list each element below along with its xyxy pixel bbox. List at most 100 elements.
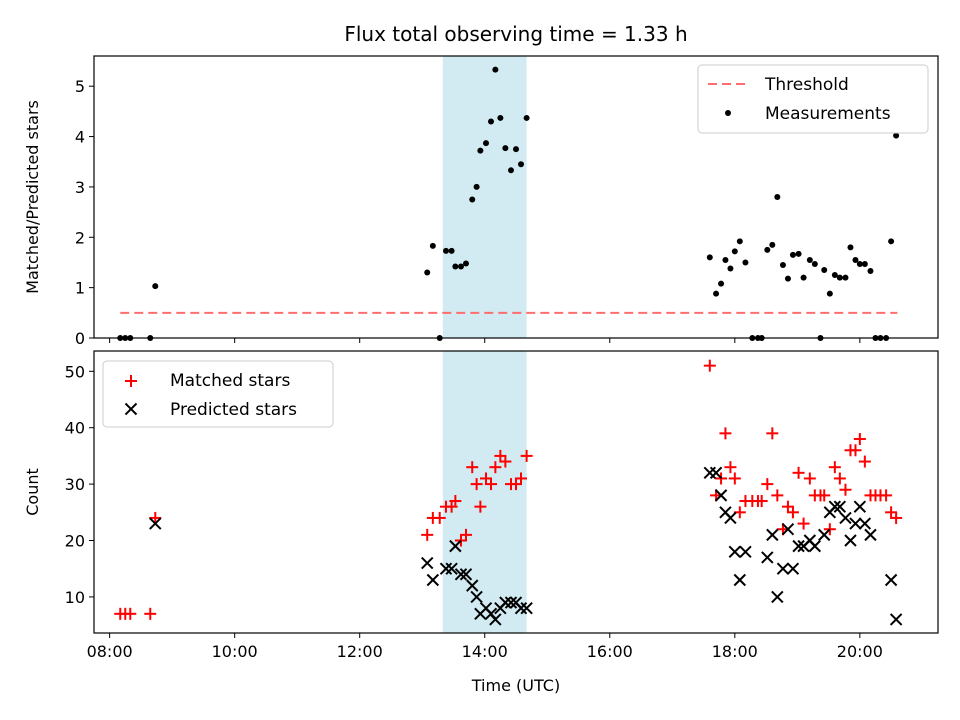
predicted-star-point <box>889 613 903 626</box>
predicted-star-point <box>844 534 857 547</box>
predicted-star-point <box>771 590 784 604</box>
predicted-star-point <box>439 562 453 575</box>
matched-star-point <box>858 455 871 468</box>
measurement-point <box>731 248 738 255</box>
measurement-point <box>452 263 459 270</box>
measurement-point <box>811 260 818 267</box>
measurement-point <box>722 256 729 263</box>
predicted-star-point <box>733 573 747 587</box>
predicted-star-point <box>421 556 434 570</box>
matched-star-point <box>755 495 768 508</box>
measurement-point <box>764 246 771 253</box>
predicted-star-point <box>489 613 502 626</box>
observing-window-span <box>442 351 527 633</box>
matched-star-point <box>766 427 779 440</box>
legend-matched-label: Matched stars <box>170 371 290 391</box>
measurement-point <box>779 261 786 268</box>
matched-star-point <box>459 528 472 541</box>
matched-star-point <box>510 478 522 491</box>
matched-star-point <box>484 478 497 491</box>
measurement-point <box>888 238 895 245</box>
x-tick-label: 08:00 <box>87 642 133 661</box>
measurement-point <box>800 274 807 281</box>
legend: Threshold Measurements <box>697 64 929 134</box>
matched-star-point <box>797 517 810 530</box>
matched-star-point <box>433 511 446 524</box>
matched-star-point <box>818 489 831 502</box>
matched-star-point <box>880 489 893 502</box>
legend-measurements-label: Measurements <box>765 104 891 124</box>
predicted-star-point <box>709 466 723 480</box>
measurement-point <box>429 242 436 249</box>
y-axis-label: Matched/Predicted stars <box>23 100 42 294</box>
matched-star-point <box>849 444 862 457</box>
measurement-point <box>457 263 464 270</box>
predicted-star-point <box>833 500 847 513</box>
y-tick-label: 10 <box>65 588 85 607</box>
matched-star-point <box>489 461 502 474</box>
predicted-star-point <box>864 528 877 542</box>
matched-star-point <box>823 523 836 536</box>
predicted-star-point <box>728 545 742 558</box>
measurement-point <box>742 259 749 266</box>
matched-star-point <box>828 461 841 474</box>
matched-star-point <box>761 478 774 491</box>
predicted-star-point <box>426 573 440 587</box>
predicted-star-point <box>839 511 852 525</box>
measurement-point <box>893 132 900 139</box>
x-tick-label: 12:00 <box>337 642 383 661</box>
matched-star-point <box>703 359 716 372</box>
measurement-point <box>867 268 874 275</box>
y-tick-label: 2 <box>75 228 85 247</box>
matched-star-point <box>454 534 467 547</box>
y-tick-label: 30 <box>65 475 85 494</box>
predicted-star-point <box>786 562 800 575</box>
y-tick-label: 1 <box>75 279 85 298</box>
predicted-star-point <box>776 562 790 575</box>
measurement-point <box>152 283 159 290</box>
predicted-star-point <box>445 562 458 575</box>
measurement-point <box>477 147 484 154</box>
x-tick-label: 14:00 <box>462 642 508 661</box>
measurement-point <box>718 280 725 287</box>
matched-star-point <box>786 506 799 519</box>
count-panel: 08:00 10:00 12:00 14:00 16:00 18:00 20:00 10 20 3… <box>23 350 939 661</box>
matched-star-point <box>499 455 512 468</box>
observing-window-span <box>442 56 527 338</box>
y-tick-label: 40 <box>65 419 85 438</box>
y-tick-label: 50 <box>65 362 85 381</box>
matched-star-point <box>719 427 732 440</box>
matched-star-point <box>839 483 852 496</box>
predicted-star-point <box>858 517 872 530</box>
predicted-star-point <box>808 539 822 553</box>
matched-star-point <box>421 528 434 541</box>
matched-star-point <box>890 511 903 524</box>
matched-star-point <box>520 449 533 462</box>
measurement-point <box>806 256 813 263</box>
predicted-star-point <box>724 511 737 525</box>
predicted-star-point <box>781 523 795 536</box>
legend-predicted-swatch <box>124 402 138 416</box>
y-tick-label: 0 <box>75 329 85 348</box>
measurement-point <box>769 241 776 248</box>
measurement-point <box>469 196 476 203</box>
predicted-star-point <box>703 466 717 480</box>
ratio-panel: 0 1 2 3 4 5 Matched/Predicted stars Threshold Me… <box>23 55 939 348</box>
measurement-point <box>789 251 796 258</box>
matched-star-point <box>803 472 816 485</box>
x-tick-label: 10:00 <box>212 642 258 661</box>
measurement-point <box>847 244 854 251</box>
matched-star-point <box>733 506 746 519</box>
measurement-point <box>492 66 499 73</box>
measurement-point <box>523 114 530 121</box>
predicted-star-point <box>149 517 162 530</box>
measurement-point <box>497 114 504 121</box>
matched-star-point <box>466 461 479 474</box>
matched-star-point <box>853 432 866 445</box>
measurement-point <box>513 146 519 153</box>
measurement-point <box>727 265 734 272</box>
predicted-star-point <box>818 528 831 542</box>
matched-star-point <box>479 472 492 485</box>
y-axis-label: Count <box>23 468 42 516</box>
